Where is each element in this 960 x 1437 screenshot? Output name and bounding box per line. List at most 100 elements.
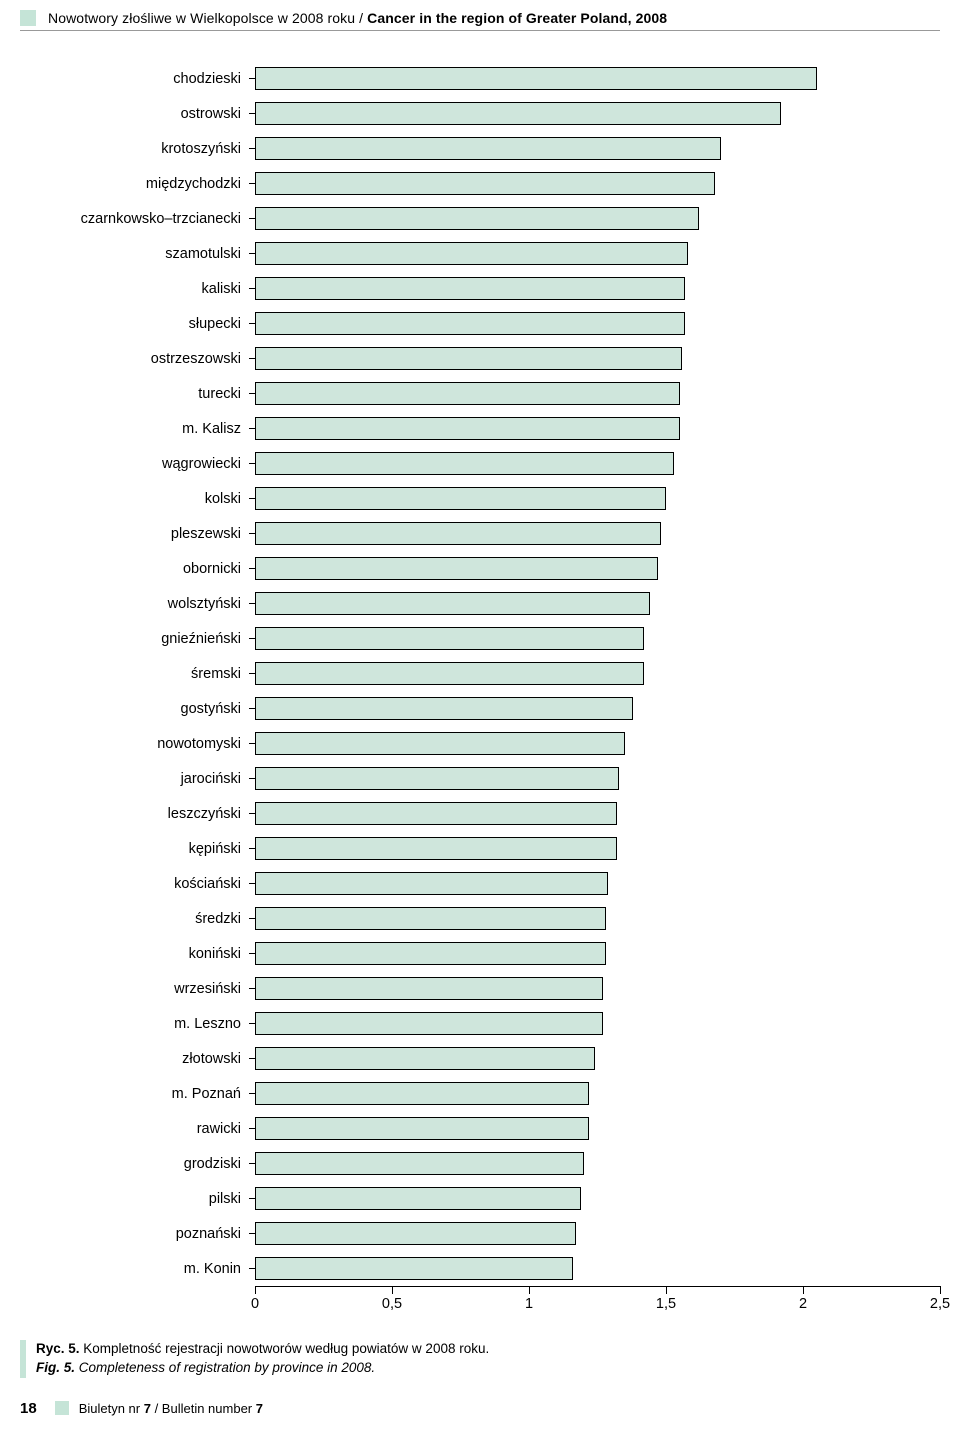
x-tick-label: 0,5 <box>382 1296 402 1312</box>
chart-row: wolsztyński <box>30 586 940 621</box>
caption-en-label: Fig. 5. <box>36 1360 75 1375</box>
y-tick <box>249 1093 255 1094</box>
bar <box>255 1117 589 1140</box>
bar-area <box>255 306 940 341</box>
y-tick <box>249 323 255 324</box>
row-label: kępiński <box>30 841 255 857</box>
row-label: obornicki <box>30 561 255 577</box>
x-tick <box>255 1286 256 1294</box>
chart-row: chodzieski <box>30 61 940 96</box>
row-label: nowotomyski <box>30 736 255 752</box>
y-tick <box>249 428 255 429</box>
x-axis-ticks <box>30 1286 940 1294</box>
x-tick-label: 1,5 <box>656 1296 676 1312</box>
bar-area <box>255 761 940 796</box>
row-label: jarociński <box>30 771 255 787</box>
bar <box>255 592 650 615</box>
y-tick <box>249 743 255 744</box>
y-tick <box>249 918 255 919</box>
bar-area <box>255 61 940 96</box>
bar-area <box>255 481 940 516</box>
row-label: szamotulski <box>30 246 255 262</box>
header-accent-square <box>20 10 36 26</box>
y-tick <box>249 533 255 534</box>
chart-row: obornicki <box>30 551 940 586</box>
bar-area <box>255 411 940 446</box>
bar-area <box>255 271 940 306</box>
title-en: Cancer in the region of Greater Poland, … <box>367 10 667 26</box>
x-tick <box>803 1286 804 1294</box>
row-label: pleszewski <box>30 526 255 542</box>
row-label: wągrowiecki <box>30 456 255 472</box>
bar-area <box>255 726 940 761</box>
chart-row: pilski <box>30 1181 940 1216</box>
bar <box>255 1047 595 1070</box>
x-tick <box>529 1286 530 1294</box>
chart-row: m. Poznań <box>30 1076 940 1111</box>
chart-row: międzychodzki <box>30 166 940 201</box>
bar <box>255 242 688 265</box>
caption-line-pl: Ryc. 5. Kompletność rejestracji nowotwor… <box>36 1340 489 1359</box>
bar-area <box>255 656 940 691</box>
bar-area <box>255 1111 940 1146</box>
bar <box>255 1222 576 1245</box>
bar-area <box>255 96 940 131</box>
bar <box>255 277 685 300</box>
y-tick <box>249 393 255 394</box>
bar <box>255 382 680 405</box>
x-tick <box>940 1286 941 1294</box>
y-tick <box>249 78 255 79</box>
bar <box>255 312 685 335</box>
bar <box>255 207 699 230</box>
bar <box>255 907 606 930</box>
caption-pl-text: Kompletność rejestracji nowotworów wedłu… <box>80 1341 490 1356</box>
bar-area <box>255 831 940 866</box>
bar-area <box>255 1076 940 1111</box>
y-tick <box>249 148 255 149</box>
y-tick <box>249 638 255 639</box>
bar <box>255 1187 581 1210</box>
chart-row: poznański <box>30 1216 940 1251</box>
chart-row: gostyński <box>30 691 940 726</box>
caption-pl-label: Ryc. 5. <box>36 1341 80 1356</box>
row-label: średzki <box>30 911 255 927</box>
row-label: m. Konin <box>30 1261 255 1277</box>
bar-area <box>255 796 940 831</box>
y-tick <box>249 288 255 289</box>
x-tick-label: 1 <box>525 1296 533 1312</box>
row-label: pilski <box>30 1191 255 1207</box>
bar-area <box>255 131 940 166</box>
bar-area <box>255 551 940 586</box>
chart-row: m. Konin <box>30 1251 940 1286</box>
chart-row: turecki <box>30 376 940 411</box>
chart-row: pleszewski <box>30 516 940 551</box>
bar <box>255 102 781 125</box>
chart-row: szamotulski <box>30 236 940 271</box>
y-tick <box>249 848 255 849</box>
row-label: rawicki <box>30 1121 255 1137</box>
chart-row: kościański <box>30 866 940 901</box>
y-tick <box>249 1198 255 1199</box>
row-label: ostrowski <box>30 106 255 122</box>
bar <box>255 942 606 965</box>
row-label: wrzesiński <box>30 981 255 997</box>
bar <box>255 732 625 755</box>
y-tick <box>249 673 255 674</box>
bar-area <box>255 236 940 271</box>
bar <box>255 67 817 90</box>
y-tick <box>249 988 255 989</box>
bar <box>255 1257 573 1280</box>
bar-area <box>255 341 940 376</box>
y-tick <box>249 463 255 464</box>
bar-area <box>255 1251 940 1286</box>
row-label: m. Kalisz <box>30 421 255 437</box>
bar-area <box>255 901 940 936</box>
bar-area <box>255 1006 940 1041</box>
caption-en-text: Completeness of registration by province… <box>75 1360 375 1375</box>
chart-row: czarnkowsko–trzcianecki <box>30 201 940 236</box>
chart-row: leszczyński <box>30 796 940 831</box>
chart-row: koniński <box>30 936 940 971</box>
chart-row: grodziski <box>30 1146 940 1181</box>
bar <box>255 767 619 790</box>
bar <box>255 172 715 195</box>
